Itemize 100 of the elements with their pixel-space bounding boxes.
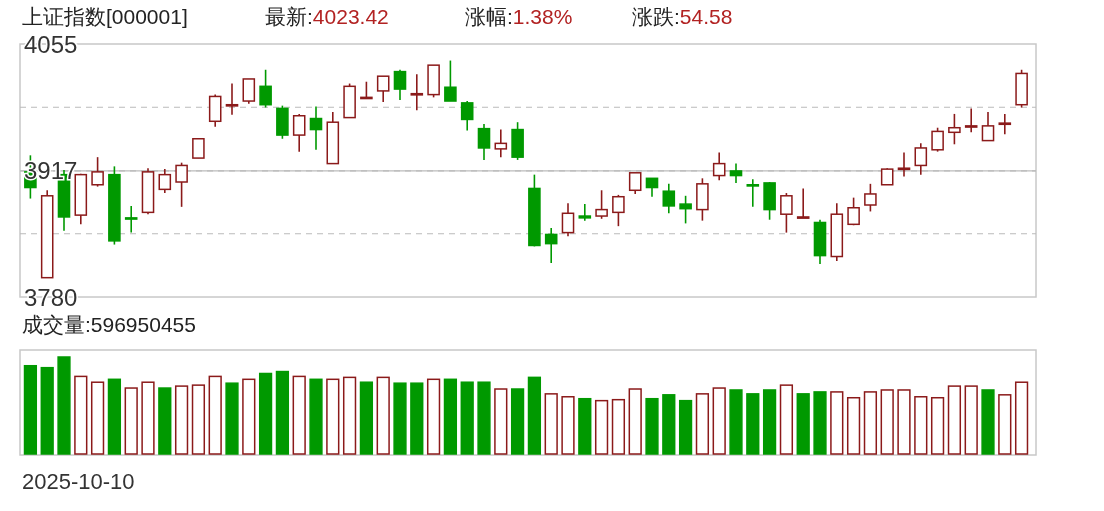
bar bbox=[174, 385, 189, 455]
candlestick bbox=[376, 75, 390, 103]
bar bbox=[158, 387, 172, 455]
bar bbox=[729, 389, 743, 455]
bar bbox=[746, 393, 760, 455]
y-tick-label: 3780 bbox=[24, 283, 78, 311]
bar bbox=[830, 391, 844, 455]
text: 涨幅:1.38% bbox=[465, 5, 573, 28]
candlestick bbox=[292, 113, 306, 153]
candlestick bbox=[897, 151, 911, 178]
text: 最新:4023.42 bbox=[265, 5, 389, 28]
bar bbox=[662, 394, 676, 455]
bar bbox=[74, 375, 88, 455]
candlestick bbox=[628, 172, 642, 195]
chart-title: 成交量:596950455 bbox=[22, 313, 196, 336]
candlestick bbox=[780, 192, 793, 234]
text: 2025-10-10 bbox=[22, 469, 135, 494]
candlestick bbox=[124, 205, 138, 234]
bar bbox=[594, 399, 609, 455]
bar bbox=[695, 393, 710, 455]
bar bbox=[376, 376, 390, 455]
bar bbox=[23, 364, 38, 455]
bar bbox=[611, 398, 626, 455]
candlestick bbox=[864, 183, 877, 213]
bar bbox=[510, 388, 525, 455]
bar bbox=[275, 370, 290, 455]
bar bbox=[947, 385, 962, 455]
candlestick bbox=[192, 138, 205, 159]
bar bbox=[628, 388, 642, 455]
bar bbox=[107, 378, 122, 455]
bar bbox=[578, 397, 592, 455]
bar bbox=[645, 397, 659, 455]
candlestick bbox=[91, 156, 104, 188]
candlestick bbox=[477, 123, 491, 161]
bar bbox=[393, 382, 407, 455]
candlestick bbox=[981, 111, 995, 142]
bar bbox=[242, 378, 256, 455]
candlestick bbox=[746, 178, 760, 208]
candlestick bbox=[259, 68, 272, 109]
candlestick bbox=[948, 113, 961, 146]
chart-title: 上证指数[000001] bbox=[22, 5, 188, 28]
bar bbox=[880, 389, 894, 455]
bar bbox=[90, 381, 105, 455]
bar bbox=[410, 382, 424, 455]
bar bbox=[914, 396, 928, 455]
candlestick bbox=[931, 126, 944, 153]
candlestick bbox=[444, 59, 457, 102]
candlestick bbox=[225, 82, 239, 116]
y-tick-label: 4055 bbox=[24, 30, 78, 58]
bar bbox=[846, 396, 861, 455]
bar bbox=[779, 384, 794, 455]
bar bbox=[998, 394, 1012, 455]
bar bbox=[863, 391, 878, 455]
bar bbox=[124, 387, 138, 455]
candlestick bbox=[914, 142, 928, 176]
bar bbox=[712, 387, 726, 455]
bar bbox=[561, 396, 575, 455]
candlestick bbox=[847, 196, 860, 227]
bar bbox=[981, 389, 995, 455]
bar bbox=[258, 372, 273, 455]
candlestick bbox=[578, 203, 592, 222]
candlestick bbox=[242, 78, 256, 105]
bar bbox=[897, 389, 911, 455]
bar bbox=[309, 378, 323, 455]
candlestick bbox=[729, 162, 743, 184]
bar bbox=[359, 381, 374, 455]
candlestick bbox=[796, 187, 810, 219]
candlestick bbox=[645, 177, 659, 198]
candlestick bbox=[595, 189, 608, 220]
bar bbox=[40, 366, 54, 455]
bar bbox=[964, 385, 978, 455]
candlestick bbox=[544, 227, 558, 264]
bar bbox=[225, 382, 239, 455]
candlestick bbox=[662, 183, 676, 215]
bar bbox=[326, 378, 340, 455]
bar bbox=[930, 396, 945, 455]
bar bbox=[342, 376, 357, 455]
bar bbox=[426, 378, 441, 455]
bar bbox=[57, 356, 71, 455]
bar bbox=[762, 389, 777, 455]
candlestick bbox=[175, 161, 188, 208]
bar bbox=[141, 381, 155, 455]
candlestick bbox=[460, 100, 474, 132]
candlestick bbox=[964, 107, 978, 134]
candlestick bbox=[410, 73, 424, 112]
bar bbox=[678, 399, 693, 455]
bar bbox=[208, 375, 222, 455]
bar bbox=[460, 381, 474, 455]
bar bbox=[477, 381, 491, 455]
candlestick bbox=[998, 113, 1012, 135]
candlestick bbox=[612, 194, 625, 227]
bar bbox=[292, 375, 306, 455]
text: 涨跌:54.58 bbox=[632, 5, 733, 28]
bar bbox=[443, 378, 458, 455]
candlestick bbox=[309, 105, 323, 151]
candlestick bbox=[393, 68, 407, 101]
bar bbox=[191, 384, 206, 455]
bar bbox=[796, 393, 810, 455]
bar bbox=[813, 391, 827, 455]
candlestick bbox=[679, 195, 692, 225]
